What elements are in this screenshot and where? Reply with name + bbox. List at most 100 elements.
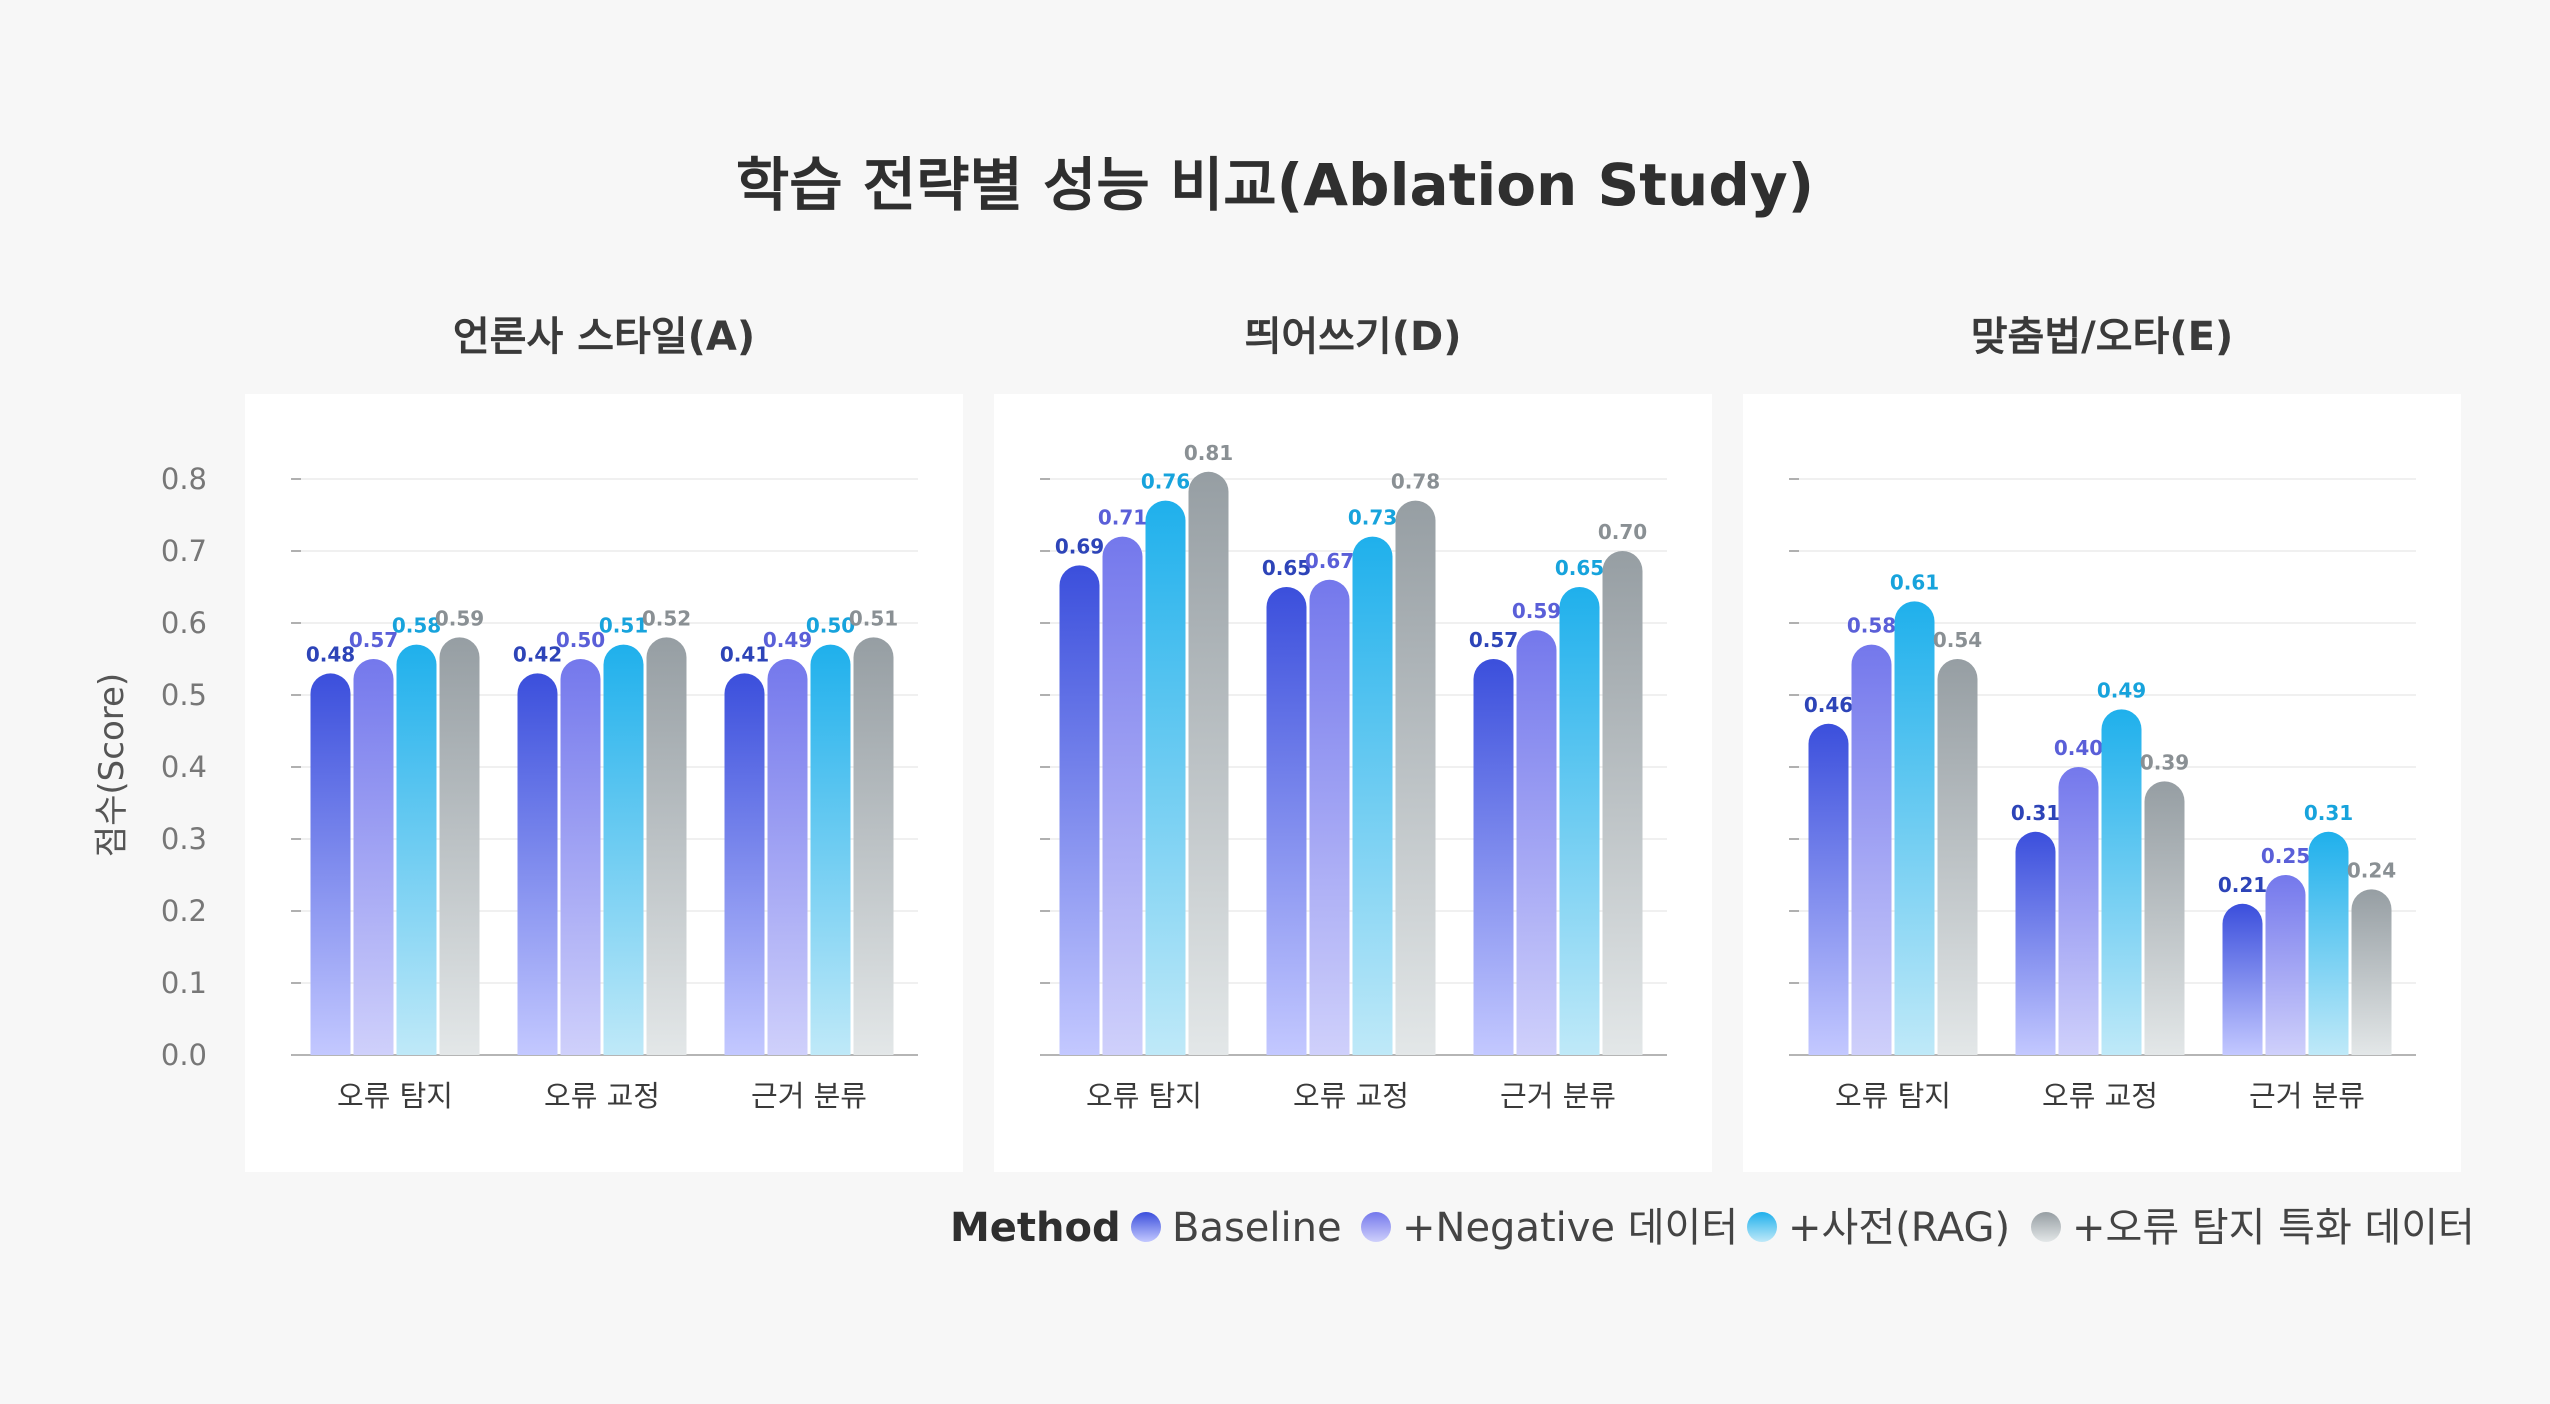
legend-label: Baseline — [1172, 1205, 1342, 1251]
y-tick-label: 0.7 — [161, 534, 207, 568]
data-label: 0.31 — [2304, 801, 2353, 825]
bar — [1266, 587, 1307, 1055]
y-tick-label: 0.0 — [161, 1038, 207, 1072]
bar — [2015, 831, 2056, 1055]
bar — [1602, 551, 1643, 1055]
x-tick-label: 오류 탐지 — [337, 1079, 453, 1113]
data-label: 0.57 — [349, 628, 398, 652]
bar — [1309, 579, 1350, 1055]
data-label: 0.59 — [1512, 599, 1561, 623]
bar — [1894, 601, 1935, 1055]
bar — [1188, 471, 1229, 1055]
data-label: 0.51 — [599, 614, 648, 638]
x-tick-label: 오류 교정 — [2042, 1079, 2158, 1113]
bar — [517, 673, 558, 1055]
legend-label: +Negative 데이터 — [1402, 1205, 1738, 1251]
bar — [560, 659, 601, 1055]
bar — [1851, 644, 1892, 1055]
legend-marker — [1361, 1212, 1391, 1242]
bar — [2101, 709, 2142, 1055]
data-label: 0.65 — [1262, 556, 1311, 580]
panel-title: 띄어쓰기(D) — [1245, 314, 1462, 360]
data-label: 0.48 — [306, 642, 355, 666]
data-label: 0.41 — [720, 642, 769, 666]
bar — [1102, 536, 1143, 1055]
bar — [810, 644, 851, 1055]
legend-marker — [1131, 1212, 1161, 1242]
data-label: 0.51 — [849, 606, 898, 630]
data-label: 0.58 — [1847, 614, 1896, 638]
bar — [1145, 500, 1186, 1055]
x-tick-label: 오류 탐지 — [1835, 1079, 1951, 1113]
bar — [1808, 723, 1849, 1055]
bar — [1352, 536, 1393, 1055]
data-label: 0.21 — [2218, 873, 2267, 897]
legend-label: +사전(RAG) — [1788, 1205, 2010, 1251]
bar — [310, 673, 351, 1055]
y-tick-label: 0.6 — [161, 606, 207, 640]
data-label: 0.57 — [1469, 628, 1518, 652]
data-label: 0.46 — [1804, 693, 1853, 717]
data-label: 0.49 — [763, 628, 812, 652]
data-label: 0.50 — [806, 614, 855, 638]
x-tick-label: 오류 교정 — [1293, 1079, 1409, 1113]
data-label: 0.70 — [1598, 520, 1647, 544]
data-label: 0.42 — [513, 642, 562, 666]
data-label: 0.78 — [1391, 470, 1440, 494]
bar — [396, 644, 437, 1055]
data-label: 0.61 — [1890, 570, 1939, 594]
panel-title: 언론사 스타일(A) — [453, 314, 755, 360]
bar — [1937, 659, 1978, 1055]
data-label: 0.39 — [2140, 750, 2189, 774]
data-label: 0.25 — [2261, 844, 2310, 868]
bar — [1059, 565, 1100, 1055]
data-label: 0.65 — [1555, 556, 1604, 580]
data-label: 0.71 — [1098, 506, 1147, 530]
data-label: 0.69 — [1055, 534, 1104, 558]
bar — [1473, 659, 1514, 1055]
data-label: 0.24 — [2347, 858, 2396, 882]
bar — [2222, 903, 2263, 1055]
data-label: 0.81 — [1184, 441, 1233, 465]
bar — [2265, 875, 2306, 1055]
chart-title: 학습 전략별 성능 비교(Ablation Study) — [736, 151, 1814, 219]
data-label: 0.52 — [642, 606, 691, 630]
y-tick-label: 0.4 — [161, 750, 207, 784]
legend-title: Method — [950, 1205, 1121, 1251]
bar — [767, 659, 808, 1055]
bar — [724, 673, 765, 1055]
x-tick-label: 근거 분류 — [1500, 1079, 1616, 1113]
x-tick-label: 오류 탐지 — [1086, 1079, 1202, 1113]
bar — [853, 637, 894, 1055]
bar — [603, 644, 644, 1055]
data-label: 0.76 — [1141, 470, 1190, 494]
bar — [2058, 767, 2099, 1055]
y-axis-label: 점수(Score) — [92, 673, 132, 857]
data-label: 0.67 — [1305, 549, 1354, 573]
x-tick-label: 오류 교정 — [544, 1079, 660, 1113]
legend-label: +오류 탐지 특화 데이터 — [2072, 1205, 2475, 1251]
y-tick-label: 0.8 — [161, 462, 207, 496]
bar — [353, 659, 394, 1055]
bar — [2308, 831, 2349, 1055]
x-tick-label: 근거 분류 — [2249, 1079, 2365, 1113]
chart-panel: 맞춤법/오타(E) 0.46 0.58 0.61 0.54 오류 탐지 0.31 0.40 0.… — [1743, 314, 2461, 1172]
y-tick-label: 0.2 — [161, 894, 207, 928]
data-label: 0.58 — [392, 614, 441, 638]
panel-title: 맞춤법/오타(E) — [1971, 314, 2234, 360]
data-label: 0.49 — [2097, 678, 2146, 702]
bar — [646, 637, 687, 1055]
x-tick-label: 근거 분류 — [751, 1079, 867, 1113]
legend: Method Baseline +Negative 데이터 +사전(RAG) +오류 … — [950, 1205, 2475, 1251]
legend-marker — [1747, 1212, 1777, 1242]
data-label: 0.59 — [435, 606, 484, 630]
data-label: 0.73 — [1348, 506, 1397, 530]
bar — [439, 637, 480, 1055]
y-tick-label: 0.3 — [161, 822, 207, 856]
data-label: 0.31 — [2011, 801, 2060, 825]
y-tick-label: 0.5 — [161, 678, 207, 712]
bar — [2351, 889, 2392, 1055]
